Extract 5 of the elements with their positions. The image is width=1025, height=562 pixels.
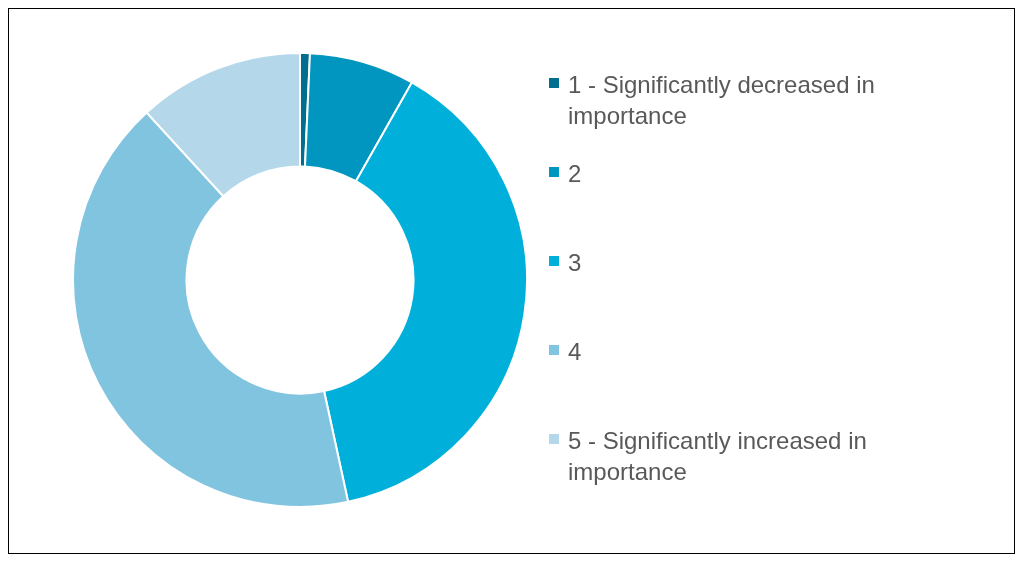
legend-label: 3 xyxy=(568,248,583,278)
legend-label: 1 - Significantly decreased in importance xyxy=(568,70,876,131)
legend-label: 2 xyxy=(568,159,583,189)
legend-label: 5 - Significantly increased in importance xyxy=(568,426,868,487)
legend-label: 4 xyxy=(568,337,583,367)
